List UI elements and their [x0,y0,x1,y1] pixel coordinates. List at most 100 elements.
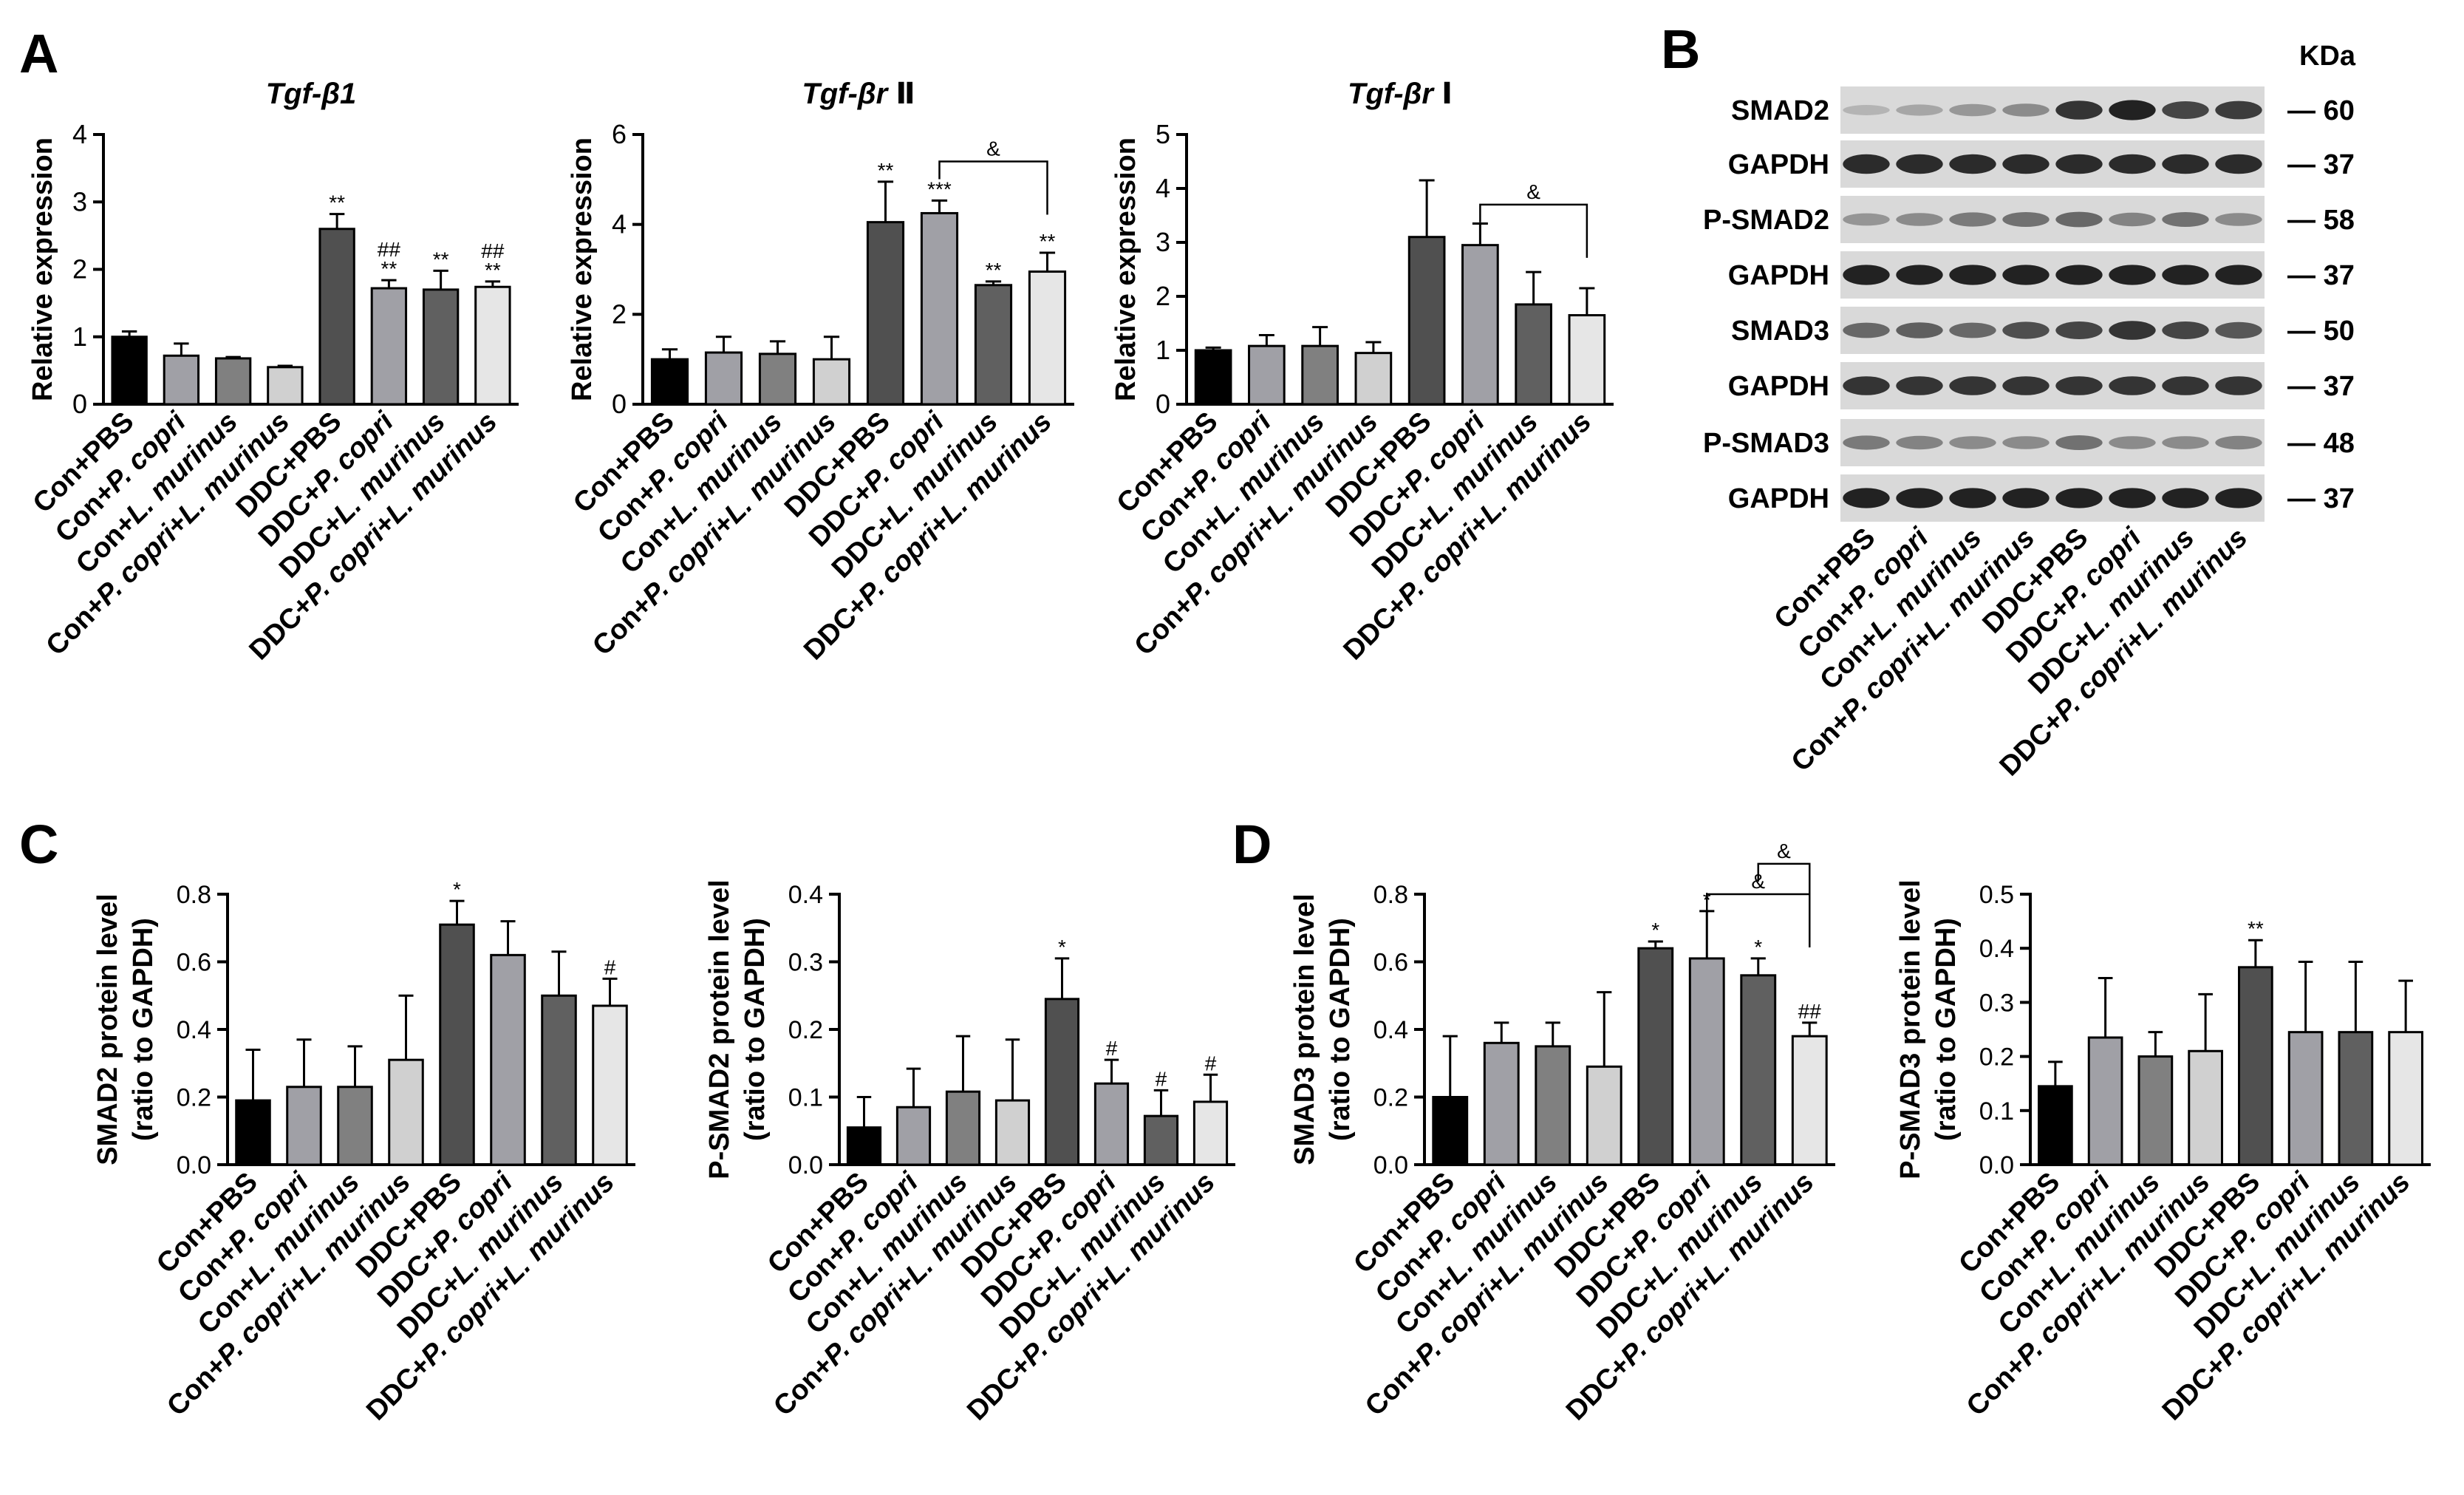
bar [1568,314,1606,406]
blot-band [1843,154,1890,174]
y-tick-label: 0.5 [1979,881,2014,909]
y-axis-label: P-SMAD3 protein level [1895,879,1926,1179]
bar [2137,1055,2174,1166]
blot-band [1949,376,1996,395]
bar [2038,1085,2073,1166]
bar [286,1086,322,1166]
blot-band [2055,101,2103,120]
chart-p-smad2-protein: 0.0 0.1 0.2 0.3 0.4 P-SMAD2 protein level (rat… [704,879,1235,1426]
y-tick-label: 4 [1156,173,1170,203]
blot-band [2002,212,2050,227]
y-tick-label: 2 [72,254,87,285]
blot-band [2215,154,2262,174]
significance-marker: # [1106,1037,1118,1060]
blot-row-gapdh: GAPDH — 37 [1728,473,2355,523]
y-tick-label: 0.4 [1979,935,2014,963]
significance-bracket [1757,862,1811,917]
blot-band [2109,376,2156,395]
blot-band [2002,265,2050,285]
y-tick-label: 0.3 [1979,989,2014,1017]
blot-band [2162,265,2209,285]
blot-band [2055,211,2103,228]
bar [235,1099,271,1166]
y-tick-label: 1 [1156,335,1170,365]
blot-band [1896,104,1943,116]
blot-kda-label: — 50 [2287,316,2355,347]
blot-band [2162,321,2209,339]
blot-band [2109,265,2156,285]
significance-marker: ** [329,191,345,214]
blot-protein-label: GAPDH [1728,483,1829,514]
panel-letter-b: B [1661,18,1700,80]
bar [812,358,851,406]
significance-bracket [1706,893,1811,947]
blot-band [1949,488,1996,508]
bar [337,1086,373,1166]
blot-band [2055,435,2103,450]
y-tick-label: 0.1 [1979,1097,2014,1125]
bar [2087,1036,2123,1166]
bar [895,1106,932,1166]
y-axis-label-units: (ratio to GAPDH) [740,918,771,1141]
blot-band [2215,321,2262,339]
blot-band [2162,212,2209,227]
blot-band [1843,376,1890,395]
blot-band [1896,488,1943,508]
y-axis-label: SMAD2 protein level [92,893,123,1165]
y-tick-label: 0.0 [1979,1151,2014,1179]
bracket-label: & [1777,840,1791,862]
bar [111,336,148,406]
bar [214,357,252,406]
blot-band [1843,105,1890,115]
blot-band [1949,212,1996,227]
y-tick-label: 6 [612,119,627,149]
y-tick-label: 0 [1156,389,1170,419]
blot-protein-label: P-SMAD2 [1703,205,1829,236]
significance-marker: *** [927,177,952,200]
blot-band [1843,435,1890,450]
y-tick-label: 5 [1156,119,1170,149]
y-tick-label: 0.2 [1979,1043,2014,1072]
bar [388,1058,424,1166]
blot-band [1896,376,1943,395]
bar [1791,1035,1828,1166]
significance-marker: * [1058,936,1066,958]
blot-kda-label: — 37 [2287,371,2355,402]
bar [1483,1041,1520,1166]
bar [2287,1031,2324,1166]
blot-row-p-smad3: P-SMAD3 — 48 [1703,418,2355,468]
y-axis-label: Relative expression [567,137,598,401]
blot-band [1949,103,1996,117]
bar [163,354,200,406]
significance-marker: # [1205,1052,1217,1075]
chart-smad3-protein: 0.0 0.2 0.4 0.6 0.8 SMAD3 protein level (ratio… [1289,840,1835,1426]
blot-band [1843,322,1890,338]
blot-band [1896,265,1943,285]
blot-row-smad3: SMAD3 — 50 [1731,305,2355,355]
y-tick-label: 0.6 [1373,949,1408,977]
bar [1248,344,1286,406]
bar [704,351,743,406]
blot-band [2215,435,2262,450]
y-tick-label: 0.4 [177,1016,211,1044]
bar [1740,974,1777,1166]
blot-band [2109,154,2156,174]
blot-band [1843,265,1890,285]
y-tick-label: 0.3 [788,949,823,977]
y-tick-label: 0.8 [1373,881,1408,909]
bar [2388,1031,2423,1166]
blot-band [2002,376,2050,395]
significance-marker: ## [481,239,505,262]
y-tick-label: 4 [612,209,627,239]
blot-band [2162,154,2209,174]
blot-band [1949,265,1996,285]
blot-band [1896,322,1943,338]
blot-band [2002,154,2050,174]
chart-p-smad3-protein: 0.0 0.1 0.2 0.3 0.4 0.5 P-SMAD3 protein level(… [1895,879,2431,1426]
blot-band [2162,488,2209,508]
blot-band [2162,436,2209,449]
bar [422,288,460,406]
bar [1354,352,1393,406]
